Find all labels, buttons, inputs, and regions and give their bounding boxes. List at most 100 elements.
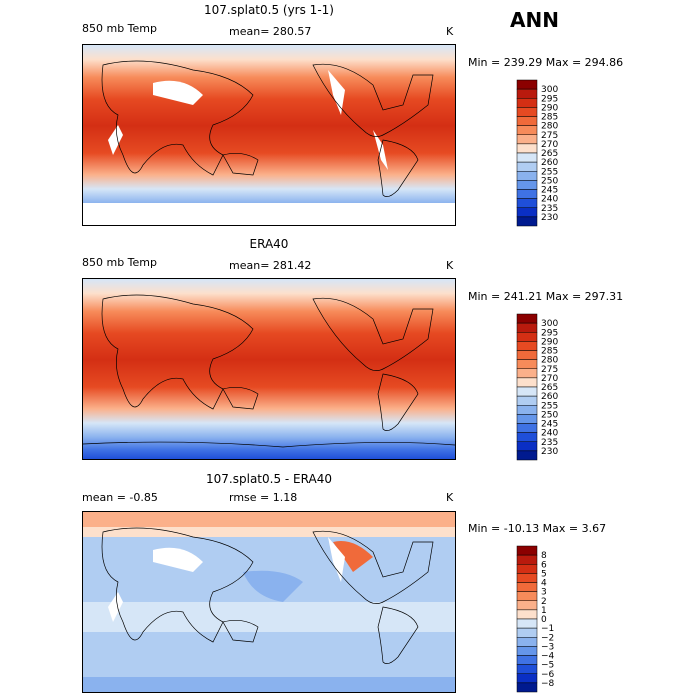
colorbar-tick-label: 4 xyxy=(541,579,547,589)
colorbar-swatch xyxy=(516,573,538,583)
colorbar-tick-label: 275 xyxy=(541,365,558,375)
colorbar-tick-label: 260 xyxy=(541,158,558,168)
colorbar-tick-label: −2 xyxy=(541,633,554,643)
colorbar-tick-label: 240 xyxy=(541,429,558,439)
colorbar-swatch xyxy=(516,627,538,638)
colorbar-swatch xyxy=(516,98,538,108)
colorbar-swatch xyxy=(516,441,538,452)
colorbar-swatch xyxy=(516,88,538,99)
colorbar-swatch xyxy=(516,161,538,172)
colorbar-era40: 3002952902852802752702652602552502452402… xyxy=(516,313,558,461)
colorbar-tick-label: 280 xyxy=(541,356,558,366)
colorbar-swatch xyxy=(516,673,538,684)
colorbar-swatch xyxy=(516,152,538,163)
colorbar-swatch xyxy=(516,207,538,218)
colorbar-tick-label: 0 xyxy=(541,615,547,625)
colorbar-swatch xyxy=(516,637,538,647)
units-label: K xyxy=(446,259,454,272)
colorbar-swatch xyxy=(516,313,538,324)
colorbar-swatch xyxy=(516,359,538,369)
units-label: K xyxy=(446,491,454,504)
colorbar-swatch xyxy=(516,405,538,415)
colorbar-tick-label: 265 xyxy=(541,149,558,159)
colorbar-swatch xyxy=(516,395,538,406)
colorbar-swatch xyxy=(516,646,538,656)
colorbar-swatch xyxy=(516,564,538,574)
min-max-label: Min = -10.13 Max = 3.67 xyxy=(468,522,607,535)
units-label: K xyxy=(446,25,454,38)
colorbar-swatch xyxy=(516,79,538,90)
colorbar-tick-label: 295 xyxy=(541,94,558,104)
colorbar-swatch xyxy=(516,655,538,665)
panel-title: ERA40 xyxy=(249,237,289,251)
colorbar-swatch xyxy=(516,554,538,565)
panel-title: 107.splat0.5 - ERA40 xyxy=(206,472,332,486)
mean-label: mean = -0.85 xyxy=(82,491,158,504)
colorbar-swatch xyxy=(516,125,538,135)
colorbar-swatch xyxy=(516,618,538,629)
colorbar-swatch xyxy=(516,377,538,388)
colorbar-tick-label: 230 xyxy=(541,213,558,223)
colorbar-tick-label: 280 xyxy=(541,122,558,132)
colorbar-tick-label: 5 xyxy=(541,569,547,579)
colorbar-tick-label: 3 xyxy=(541,588,547,598)
map-model-svg xyxy=(83,45,455,225)
colorbar-tick-label: 245 xyxy=(541,186,558,196)
colorbar-tick-label: 235 xyxy=(541,204,558,214)
map-difference xyxy=(82,511,456,693)
colorbar-tick-label: 285 xyxy=(541,113,558,123)
min-max-label: Min = 241.21 Max = 297.31 xyxy=(468,290,624,303)
panel-title: 107.splat0.5 (yrs 1-1) xyxy=(204,3,334,17)
colorbar-swatch xyxy=(516,368,538,379)
colorbar-swatch xyxy=(516,582,538,592)
colorbar-tick-label: −6 xyxy=(541,670,555,680)
colorbar-swatch xyxy=(516,171,538,181)
colorbar-tick-label: 260 xyxy=(541,392,558,402)
colorbar-tick-label: 250 xyxy=(541,410,558,420)
min-max-label: Min = 239.29 Max = 294.86 xyxy=(468,56,624,69)
colorbar-tick-label: 230 xyxy=(541,447,558,457)
colorbar-swatch xyxy=(516,386,538,397)
colorbar-tick-label: −5 xyxy=(541,661,554,671)
colorbar-tick-label: 245 xyxy=(541,420,558,430)
map-era40-svg xyxy=(83,279,455,459)
season-label: ANN xyxy=(510,8,559,32)
colorbar-swatch xyxy=(516,682,538,693)
colorbar-swatch xyxy=(516,322,538,333)
variable-label: 850 mb Temp xyxy=(82,256,158,269)
colorbar-swatch xyxy=(516,216,538,227)
colorbar-swatch xyxy=(516,664,538,674)
colorbar-swatch xyxy=(516,414,538,424)
colorbar-swatch xyxy=(516,134,538,145)
colorbar-tick-label: −3 xyxy=(541,642,554,652)
colorbar-swatch xyxy=(516,545,538,556)
colorbar-swatch xyxy=(516,600,538,611)
colorbar-tick-label: 300 xyxy=(541,85,558,95)
colorbar-tick-label: 285 xyxy=(541,347,558,357)
colorbar-swatch xyxy=(516,198,538,208)
colorbar-tick-label: 300 xyxy=(541,319,558,329)
colorbar-tick-label: 250 xyxy=(541,176,558,186)
colorbar-tick-label: 1 xyxy=(541,606,547,616)
colorbar-tick-label: 255 xyxy=(541,401,558,411)
colorbar-tick-label: 270 xyxy=(541,140,558,150)
colorbar-tick-label: 235 xyxy=(541,438,558,448)
colorbar-tick-label: 275 xyxy=(541,131,558,141)
colorbar-swatch xyxy=(516,609,538,620)
colorbar-tick-label: 290 xyxy=(541,337,558,347)
colorbar-tick-label: −1 xyxy=(541,624,554,634)
colorbar-swatch xyxy=(516,143,538,154)
colorbar-swatch xyxy=(516,189,538,199)
colorbar-tick-label: −8 xyxy=(541,679,555,689)
colorbar-tick-label: 2 xyxy=(541,597,547,607)
colorbar-swatch xyxy=(516,341,538,351)
colorbar-swatch xyxy=(516,350,538,360)
colorbar-tick-label: 240 xyxy=(541,195,558,205)
map-difference-svg xyxy=(83,512,455,692)
mean-label: mean= 281.42 xyxy=(229,259,312,272)
colorbar-swatch xyxy=(516,591,538,601)
colorbar-swatch xyxy=(516,107,538,117)
map-era40 xyxy=(82,278,456,460)
colorbar-swatch xyxy=(516,450,538,461)
